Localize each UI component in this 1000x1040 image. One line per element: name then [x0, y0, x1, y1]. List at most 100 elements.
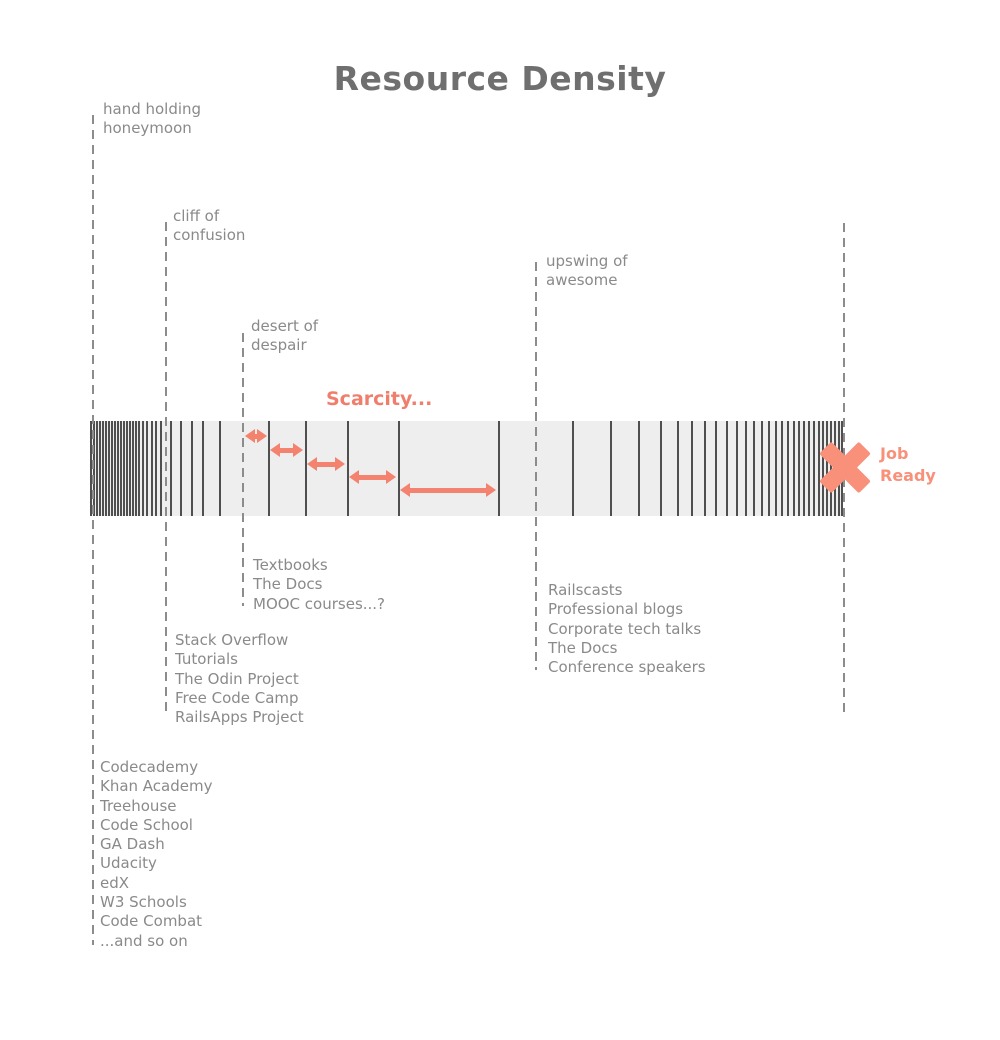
density-tick: [736, 421, 738, 516]
density-tick: [102, 421, 104, 516]
density-tick: [93, 421, 95, 516]
job-ready-label: Job Ready: [880, 444, 936, 485]
density-band: [90, 421, 843, 516]
density-tick: [715, 421, 717, 516]
density-tick: [572, 421, 574, 516]
resource-item: Tutorials: [175, 650, 238, 669]
density-tick: [498, 421, 500, 516]
density-tick: [813, 421, 815, 516]
milestone-label-hand-holding-honeymoon: hand holding honeymoon: [103, 100, 202, 137]
density-tick: [660, 421, 662, 516]
density-tick: [781, 421, 783, 516]
resource-item: Textbooks: [253, 556, 328, 574]
resource-item: Treehouse: [100, 796, 177, 815]
milestone-line-desert-of-despair: [242, 333, 244, 606]
density-tick: [798, 421, 800, 516]
density-tick: [638, 421, 640, 516]
density-tick: [704, 421, 706, 516]
resource-item: Professional blogs: [548, 600, 684, 619]
scarcity-gap-arrow-icon: [349, 469, 396, 485]
scarcity-gap-arrow-icon: [400, 482, 496, 498]
scarcity-gap-arrow-icon: [245, 428, 267, 444]
scarcity-gap-arrow-icon: [270, 442, 303, 458]
density-tick: [120, 421, 122, 516]
density-tick: [99, 421, 101, 516]
density-tick: [768, 421, 770, 516]
milestone-label-desert-of-despair: desert of despair: [251, 317, 319, 354]
resource-list-upswing: Railscasts Professional blogs Corporate te…: [548, 581, 706, 677]
milestone-label-upswing-of-awesome: upswing of awesome: [546, 252, 628, 289]
density-tick: [268, 421, 270, 516]
resource-item: Code Combat: [100, 912, 203, 931]
resource-item: GA Dash: [100, 835, 165, 854]
density-tick: [787, 421, 789, 516]
density-tick: [610, 421, 612, 516]
resource-list-honeymoon: Codecademy Khan Academy Treehouse Code Scho…: [100, 758, 213, 951]
density-tick: [398, 421, 400, 516]
resource-item: The Docs: [548, 638, 618, 657]
milestone-label-cliff-of-confusion: cliff of confusion: [173, 207, 246, 244]
density-tick: [761, 421, 763, 516]
milestone-line-upswing-of-awesome: [535, 262, 537, 670]
density-tick: [135, 421, 137, 516]
resource-list-desert: Textbooks The Docs MOOC courses...?: [253, 556, 385, 614]
resource-item: Udacity: [100, 854, 157, 873]
density-tick: [146, 421, 148, 516]
page-title: Resource Density: [333, 59, 667, 98]
milestone-line-hand-holding-honeymoon: [92, 115, 94, 945]
resource-item: The Odin Project: [175, 669, 299, 688]
density-tick: [677, 421, 679, 516]
resource-item: Stack Overflow: [175, 631, 289, 649]
density-tick: [155, 421, 157, 516]
resource-item: Railscasts: [548, 581, 623, 599]
density-tick: [142, 421, 144, 516]
resource-list-cliff: Stack Overflow Tutorials The Odin Project F…: [175, 631, 304, 727]
density-tick: [105, 421, 107, 516]
resource-item: W3 Schools: [100, 893, 187, 912]
resource-item: Khan Academy: [100, 777, 213, 796]
resource-item: edX: [100, 873, 130, 892]
density-tick: [160, 421, 162, 516]
density-tick: [108, 421, 110, 516]
density-tick: [775, 421, 777, 516]
density-tick: [818, 421, 820, 516]
density-tick: [803, 421, 805, 516]
density-tick: [219, 421, 221, 516]
density-tick: [726, 421, 728, 516]
resource-item: Conference speakers: [548, 658, 706, 677]
resource-item: Free Code Camp: [175, 688, 299, 707]
density-tick: [170, 421, 172, 516]
density-tick: [132, 421, 134, 516]
scarcity-label: Scarcity...: [326, 388, 433, 410]
density-tick: [111, 421, 113, 516]
milestone-line-cliff-of-confusion: [165, 222, 167, 712]
resource-item: Codecademy: [100, 758, 199, 776]
density-tick: [691, 421, 693, 516]
density-tick: [180, 421, 182, 516]
density-tick: [745, 421, 747, 516]
resource-item: Code School: [100, 815, 193, 834]
density-tick: [826, 421, 828, 516]
density-tick: [191, 421, 193, 516]
density-tick: [305, 421, 307, 516]
density-tick: [126, 421, 128, 516]
density-tick: [753, 421, 755, 516]
x-mark-icon: [817, 439, 873, 495]
density-tick: [793, 421, 795, 516]
density-tick: [123, 421, 125, 516]
density-tick: [117, 421, 119, 516]
density-tick: [347, 421, 349, 516]
resource-item: RailsApps Project: [175, 708, 304, 727]
resource-item: Corporate tech talks: [548, 619, 702, 638]
density-tick: [129, 421, 131, 516]
resource-item: MOOC courses...?: [253, 594, 386, 613]
density-tick: [151, 421, 153, 516]
density-tick: [114, 421, 116, 516]
resource-item: ...and so on: [100, 931, 188, 950]
resource-item: The Docs: [253, 575, 323, 594]
density-tick: [822, 421, 824, 516]
density-tick: [808, 421, 810, 516]
density-tick: [96, 421, 98, 516]
scarcity-gap-arrow-icon: [307, 456, 345, 472]
density-tick: [138, 421, 140, 516]
